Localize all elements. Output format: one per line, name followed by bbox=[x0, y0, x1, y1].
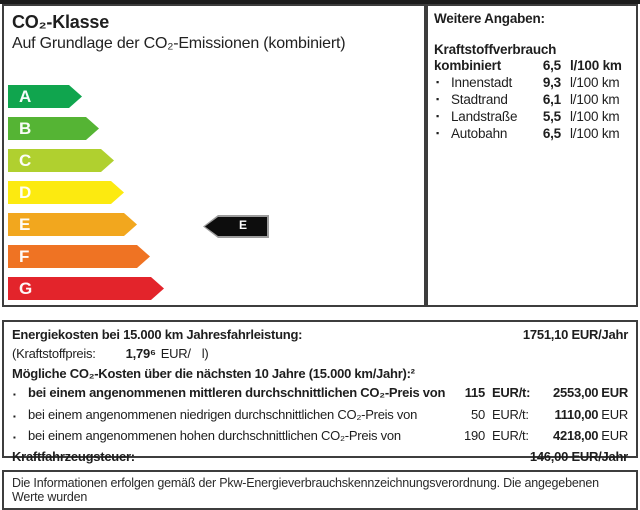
consumption-unit: l/100 km bbox=[570, 58, 622, 73]
co2-cost-scenario-medium: ▪ bei einem angenommenen mittleren durch… bbox=[12, 383, 628, 404]
page-subtitle: Auf Grundlage der CO₂-Emissionen (kombin… bbox=[12, 35, 346, 52]
consumption-unit: l/100 km bbox=[570, 109, 620, 124]
consumption-value: 6,5 bbox=[542, 58, 561, 73]
scenario-price: 115 bbox=[464, 385, 485, 401]
co2-class-arrow-f: F bbox=[8, 245, 150, 268]
co2-class-panel: CO₂-Klasse Auf Grundlage der CO₂-Emissio… bbox=[2, 4, 426, 307]
consumption-row-stadtrand: ▪ Stadtrand 6,1 l/100 km bbox=[434, 91, 630, 108]
bullet-icon: ▪ bbox=[13, 433, 16, 443]
co2-class-arrow-a: A bbox=[8, 85, 82, 108]
vehicle-tax-label: Kraftfahrzeugsteuer: bbox=[12, 449, 135, 465]
scenario-price-unit: EUR/t: bbox=[492, 385, 531, 401]
co2-class-arrow-d: D bbox=[8, 181, 124, 204]
footer-panel: Die Informationen erfolgen gemäß der Pkw… bbox=[2, 470, 638, 510]
consumption-label: Innenstadt bbox=[451, 75, 513, 90]
class-letter: G bbox=[19, 279, 33, 298]
consumption-label: Stadtrand bbox=[451, 92, 508, 107]
consumption-row-landstrasse: ▪ Landstraße 5,5 l/100 km bbox=[434, 108, 630, 125]
selected-class-marker-arrow: E bbox=[203, 215, 269, 238]
footer-disclaimer: Die Informationen erfolgen gemäß der Pkw… bbox=[12, 476, 599, 504]
energy-costs-label: Energiekosten bei 15.000 km Jahresfahrle… bbox=[12, 327, 303, 342]
scenario-amount: 2553,00 EUR bbox=[553, 385, 628, 401]
consumption-unit: l/100 km bbox=[570, 126, 620, 141]
consumption-label: Landstraße bbox=[451, 109, 518, 124]
class-letter: E bbox=[19, 215, 31, 234]
class-letter: B bbox=[19, 119, 32, 138]
scenario-text: bei einem angenommenen hohen durchschnit… bbox=[28, 428, 401, 444]
consumption-value: 9,3 bbox=[542, 75, 561, 90]
top-border-bar bbox=[0, 0, 640, 4]
bullet-icon: ▪ bbox=[13, 411, 16, 421]
scenario-amount: 4218,00 EUR bbox=[553, 428, 628, 444]
co2-class-arrow-c: C bbox=[8, 149, 114, 172]
energy-costs-row: Energiekosten bei 15.000 km Jahresfahrle… bbox=[12, 325, 628, 344]
scenario-text: bei einem angenommenen niedrigen durchsc… bbox=[28, 406, 418, 422]
fuel-price-unit: EUR/ bbox=[160, 346, 191, 362]
selected-class-marker-fill bbox=[205, 217, 267, 236]
consumption-value: 5,5 bbox=[542, 109, 561, 124]
class-letter: A bbox=[19, 87, 32, 106]
fuel-price-label: (Kraftstoffpreis: bbox=[12, 346, 96, 362]
fuel-price-value: 1,79⁶ bbox=[125, 346, 156, 362]
scenario-price-unit: EUR/t: bbox=[492, 428, 529, 444]
fuel-price-row: (Kraftstoffpreis: 1,79⁶ EUR/ l) bbox=[12, 344, 628, 363]
consumption-label: Autobahn bbox=[451, 126, 508, 141]
co2-class-scale: A B C D E F G bbox=[8, 85, 164, 309]
bullet-icon: ▪ bbox=[436, 94, 439, 104]
scenario-price: 190 bbox=[464, 428, 485, 444]
fuel-price-liter: l) bbox=[201, 346, 209, 362]
vehicle-tax-value: 146,00 EUR/Jahr bbox=[529, 449, 628, 465]
scenario-text: bei einem angenommenen mittleren durchsc… bbox=[28, 385, 446, 401]
costs-panel: Energiekosten bei 15.000 km Jahresfahrle… bbox=[2, 320, 638, 464]
co2-cost-scenario-high: ▪ bei einem angenommenen hohen durchschn… bbox=[12, 426, 628, 447]
class-letter: C bbox=[19, 151, 32, 170]
consumption-unit: l/100 km bbox=[570, 75, 620, 90]
page-title: CO₂-Klasse bbox=[12, 12, 110, 32]
consumption-unit: l/100 km bbox=[570, 92, 620, 107]
co2-cost-scenario-low: ▪ bei einem angenommenen niedrigen durch… bbox=[12, 405, 628, 426]
scenario-amount: 1110,00 EUR bbox=[554, 406, 628, 422]
vehicle-tax-row: Kraftfahrzeugsteuer: 146,00 EUR/Jahr bbox=[12, 447, 628, 466]
co2-class-arrow-b: B bbox=[8, 117, 99, 140]
bullet-icon: ▪ bbox=[436, 128, 439, 138]
energy-costs-value: 1751,10 EUR/Jahr bbox=[522, 327, 628, 342]
fuel-consumption-heading: Kraftstoffverbrauch bbox=[434, 42, 557, 57]
class-letter: F bbox=[19, 247, 30, 266]
consumption-row-combined: kombiniert 6,5 l/100 km bbox=[434, 57, 630, 74]
scenario-price-unit: EUR/t: bbox=[492, 406, 529, 422]
bullet-icon: ▪ bbox=[436, 77, 439, 87]
bullet-icon: ▪ bbox=[436, 111, 439, 121]
consumption-value: 6,5 bbox=[542, 126, 561, 141]
bullet-icon: ▪ bbox=[13, 390, 16, 400]
consumption-value: 6,1 bbox=[542, 92, 561, 107]
selected-class-letter: E bbox=[239, 218, 248, 232]
consumption-row-autobahn: ▪ Autobahn 6,5 l/100 km bbox=[434, 125, 630, 142]
co2-costs-heading-row: Mögliche CO₂-Kosten über die nächsten 10… bbox=[12, 364, 628, 383]
consumption-label: kombiniert bbox=[434, 58, 502, 73]
co2-class-arrow-e: E bbox=[8, 213, 137, 236]
details-heading: Weitere Angaben: bbox=[434, 11, 545, 26]
co2-costs-heading: Mögliche CO₂-Kosten über die nächsten 10… bbox=[12, 365, 415, 381]
co2-class-arrow-g: G bbox=[8, 277, 164, 300]
class-letter: D bbox=[19, 183, 32, 202]
scenario-price: 50 bbox=[471, 406, 485, 422]
consumption-row-innenstadt: ▪ Innenstadt 9,3 l/100 km bbox=[434, 74, 630, 91]
further-details-panel: Weitere Angaben: Kraftstoffverbrauch kom… bbox=[426, 4, 638, 307]
